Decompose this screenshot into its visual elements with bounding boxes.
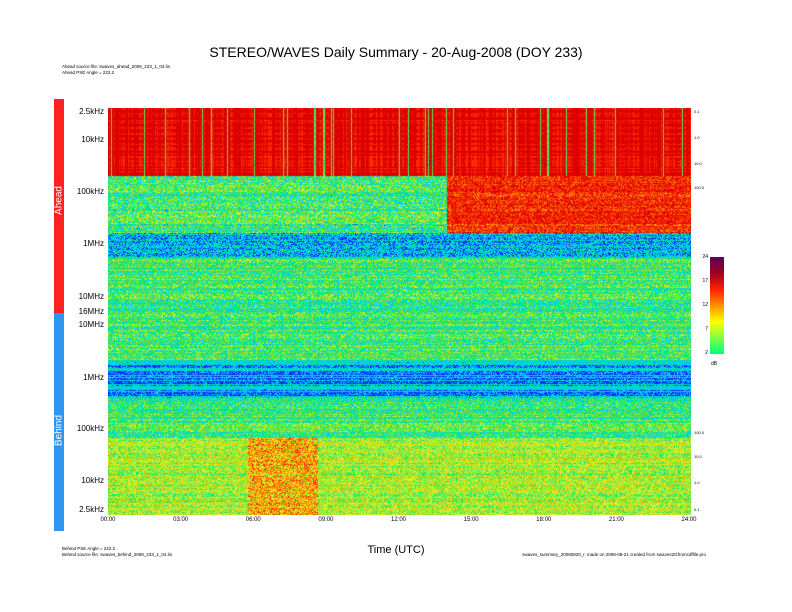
- colorbar: [710, 257, 724, 354]
- right-tick-label: 0.1: [694, 507, 700, 512]
- y-tick-label: 10MHz: [60, 292, 104, 301]
- colorbar-tick-label: 2: [698, 350, 708, 356]
- spectrogram-heatmap: [108, 108, 691, 515]
- colorbar-unit: dB: [711, 361, 717, 367]
- colorbar-tick-label: 7: [698, 326, 708, 332]
- x-tick-label: 00:00: [100, 517, 115, 523]
- right-tick-label: 0.1: [694, 109, 700, 114]
- x-tick-label: 06:00: [246, 517, 261, 523]
- x-tick-label: 21:00: [609, 517, 624, 523]
- y-tick-label: 10kHz: [60, 476, 104, 485]
- colorbar-tick-label: 24: [698, 254, 708, 260]
- y-tick-label: 100kHz: [60, 187, 104, 196]
- right-tick-label: 100.0: [694, 185, 704, 190]
- x-tick-label: 18:00: [536, 517, 551, 523]
- colorbar-tick-label: 12: [698, 302, 708, 308]
- x-tick-label: 03:00: [173, 517, 188, 523]
- right-tick-label: 1.0: [694, 480, 700, 485]
- x-tick-label: 12:00: [391, 517, 406, 523]
- y-tick-label: 100kHz: [60, 424, 104, 433]
- y-tick-label: 1MHz: [60, 239, 104, 248]
- x-axis-label: Time (UTC): [0, 544, 792, 556]
- ahead-pse-text: Ahead PSE Angle = 222.2: [62, 70, 114, 76]
- right-tick-label: 1.0: [694, 135, 700, 140]
- right-tick-label: 10.0: [694, 454, 702, 459]
- x-tick-label: 15:00: [464, 517, 479, 523]
- x-tick-label: 24:00: [681, 517, 696, 523]
- y-tick-label: 16MHz: [60, 307, 104, 316]
- chart-title: STEREO/WAVES Daily Summary - 20-Aug-2008…: [0, 44, 792, 60]
- y-tick-label: 10MHz: [60, 320, 104, 329]
- behind-sidebar: Behind: [54, 313, 64, 531]
- x-tick-label: 09:00: [318, 517, 333, 523]
- y-tick-label: 10kHz: [60, 135, 104, 144]
- y-tick-label: 1MHz: [60, 373, 104, 382]
- colorbar-tick-label: 17: [698, 278, 708, 284]
- right-tick-label: 10.0: [694, 161, 702, 166]
- right-tick-label: 100.0: [694, 430, 704, 435]
- ahead-sidebar: Ahead: [54, 99, 64, 313]
- y-tick-label: 2.5kHz: [60, 107, 104, 116]
- y-tick-label: 2.5kHz: [60, 505, 104, 514]
